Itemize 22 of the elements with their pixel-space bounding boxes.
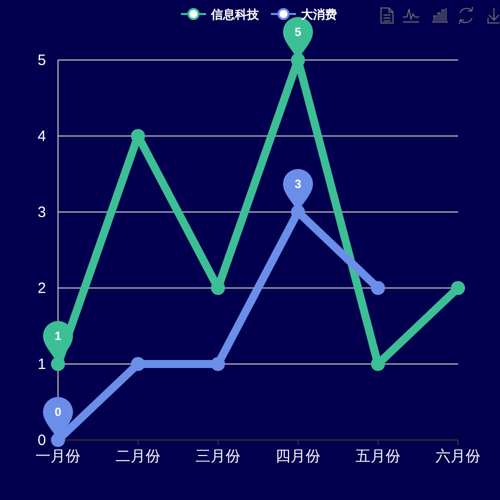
y-tick-label: 3 (38, 204, 46, 221)
point (451, 281, 465, 295)
point (371, 281, 385, 295)
annotation: 0 (54, 405, 62, 419)
x-tick-label: 五月份 (356, 448, 400, 465)
point (131, 357, 145, 371)
annotation: 3 (294, 177, 302, 191)
y-tick-label: 1 (38, 356, 46, 373)
x-tick-label: 三月份 (196, 448, 240, 465)
annotation: 5 (294, 25, 302, 39)
x-tick-label: 一月份 (36, 448, 80, 465)
y-tick-label: 4 (38, 128, 46, 145)
y-tick-label: 2 (38, 280, 46, 297)
x-tick-label: 六月份 (436, 448, 480, 465)
annotation: 1 (54, 329, 62, 343)
point (211, 357, 225, 371)
legend-label: 信息科技 (210, 8, 260, 22)
y-tick-label: 5 (38, 52, 46, 69)
y-tick-label: 0 (38, 432, 46, 449)
x-tick-label: 四月份 (276, 448, 320, 465)
x-tick-label: 二月份 (116, 448, 160, 465)
point (371, 357, 385, 371)
